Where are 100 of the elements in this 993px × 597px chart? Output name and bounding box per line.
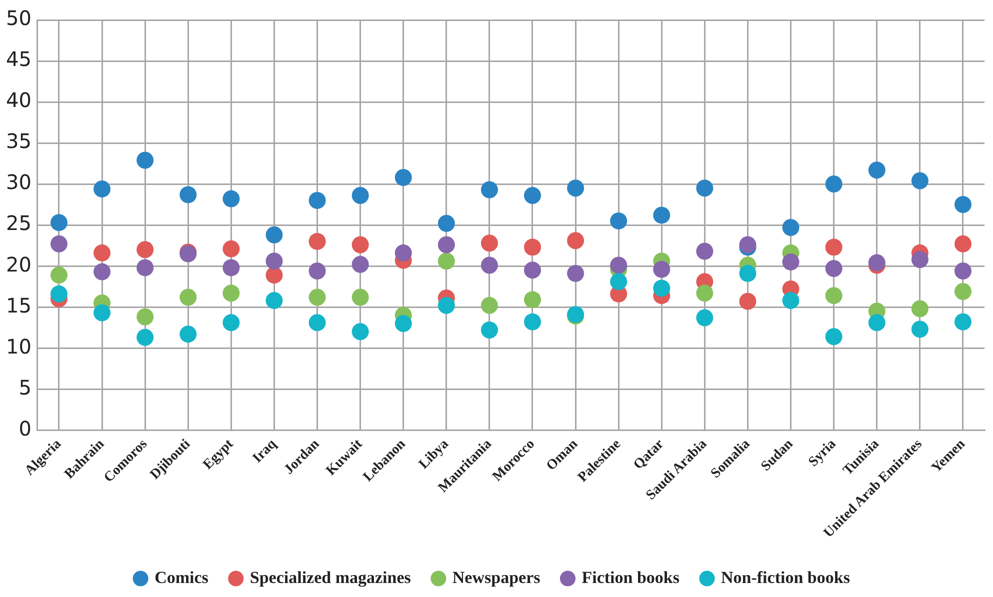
legend-label: Specialized magazines — [250, 568, 412, 587]
point — [266, 292, 283, 309]
point — [180, 186, 197, 204]
legend-label: Non-fiction books — [720, 568, 850, 587]
point — [222, 190, 240, 208]
point — [266, 266, 283, 284]
point — [438, 296, 455, 314]
point — [782, 253, 800, 270]
point — [696, 180, 714, 197]
point — [308, 314, 326, 332]
point — [136, 259, 154, 276]
point — [136, 308, 154, 326]
point — [480, 181, 498, 198]
y-tick-label: 20 — [6, 252, 32, 276]
point — [739, 292, 756, 310]
point — [94, 244, 111, 262]
point — [222, 240, 240, 258]
point — [438, 252, 455, 270]
point — [352, 187, 369, 204]
point — [352, 236, 369, 254]
point — [94, 180, 111, 198]
point — [696, 309, 714, 326]
point — [394, 244, 412, 262]
point — [524, 262, 541, 279]
y-tick-label: 15 — [6, 293, 32, 318]
y-tick-label: 5 — [18, 375, 32, 400]
y-tick-label: 30 — [6, 170, 32, 194]
point — [480, 234, 498, 252]
point — [696, 284, 714, 302]
point — [954, 262, 972, 280]
point — [352, 256, 369, 273]
point — [610, 273, 628, 290]
point — [308, 262, 326, 280]
point — [394, 168, 412, 186]
point — [136, 328, 154, 346]
point — [653, 280, 670, 297]
point — [567, 264, 584, 282]
y-tick-label: 0 — [18, 416, 32, 440]
point — [911, 250, 928, 268]
point — [782, 219, 800, 236]
legend-label: Newspapers — [452, 568, 541, 587]
point — [50, 235, 68, 252]
point — [180, 288, 197, 306]
legend-label: Fiction books — [582, 568, 680, 587]
point — [50, 285, 68, 302]
point — [653, 206, 670, 224]
point — [352, 288, 369, 306]
point — [954, 282, 972, 300]
point — [50, 266, 68, 284]
point — [739, 264, 756, 282]
point — [222, 284, 240, 302]
point — [653, 260, 670, 278]
y-tick-label: 10 — [6, 334, 32, 358]
point — [825, 260, 842, 278]
point — [352, 323, 369, 340]
point — [438, 214, 455, 232]
point — [394, 314, 412, 332]
point — [825, 328, 842, 346]
point — [825, 238, 842, 256]
point — [610, 256, 628, 274]
point — [94, 263, 111, 280]
point — [911, 300, 928, 318]
point — [50, 214, 68, 232]
y-tick-label: 40 — [6, 88, 32, 112]
point — [825, 176, 842, 193]
point — [567, 232, 584, 250]
x-tick-label: Iraq — [250, 436, 280, 466]
point — [868, 314, 886, 332]
point — [954, 313, 972, 330]
point — [136, 241, 154, 258]
point — [222, 259, 240, 276]
point — [180, 326, 197, 343]
y-tick-label: 25 — [6, 211, 32, 236]
y-tick-label: 35 — [6, 129, 32, 154]
point — [610, 212, 628, 230]
legend-label: Comics — [154, 568, 209, 587]
point — [480, 322, 498, 339]
point — [524, 187, 541, 204]
point — [696, 242, 714, 260]
point — [94, 304, 111, 322]
point — [524, 291, 541, 308]
point — [825, 287, 842, 304]
point — [911, 172, 928, 190]
point — [266, 226, 283, 244]
point — [136, 152, 154, 169]
point — [266, 252, 283, 270]
point — [524, 238, 541, 256]
point — [480, 256, 498, 274]
point — [222, 314, 240, 332]
point — [438, 236, 455, 254]
y-tick-label: 45 — [6, 47, 32, 72]
point — [911, 320, 928, 338]
point — [308, 192, 326, 209]
point — [308, 288, 326, 306]
point — [954, 235, 972, 252]
point — [567, 180, 584, 197]
point — [524, 313, 541, 330]
point — [954, 196, 972, 214]
y-tick-label: 50 — [6, 6, 32, 30]
point — [868, 162, 886, 179]
